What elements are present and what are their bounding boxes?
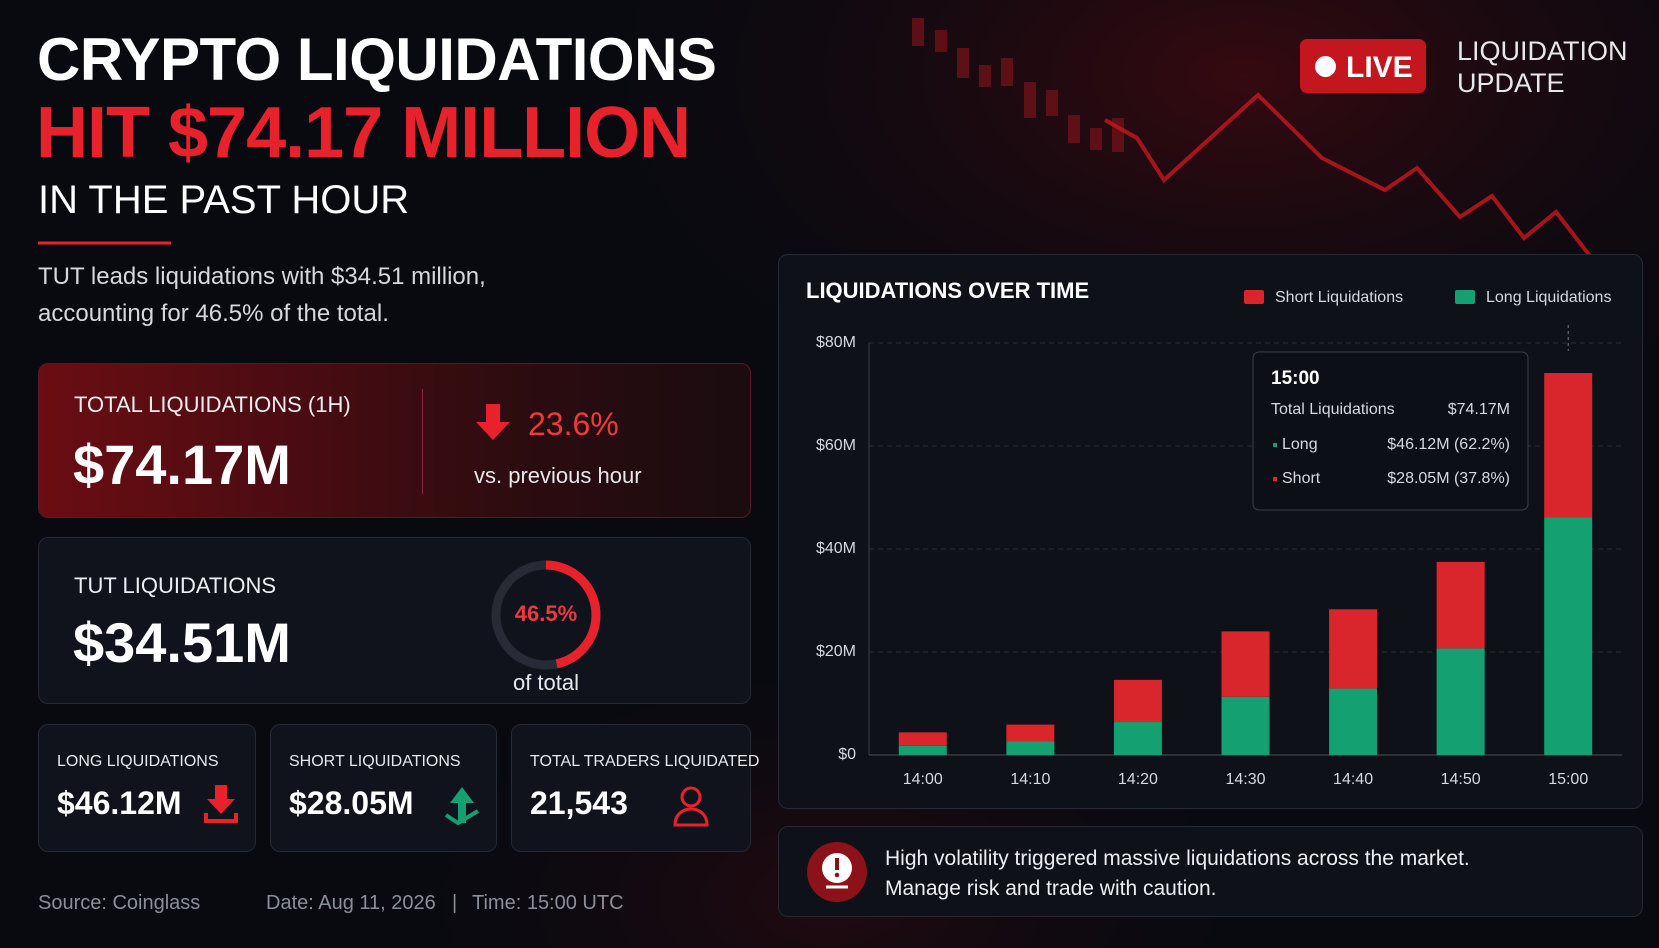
badge-caption: LIQUIDATION — [1457, 36, 1628, 66]
tooltip-label: Long — [1282, 436, 1318, 453]
bar-segment — [1436, 561, 1485, 649]
bar-segment — [1006, 724, 1055, 742]
share-label: 46.5% — [514, 601, 578, 626]
legend-label: Short Liquidations — [1275, 289, 1403, 306]
legend-label: Long Liquidations — [1486, 289, 1611, 306]
bar-segment — [1329, 609, 1378, 689]
user-icon — [673, 786, 709, 827]
bar-segment — [898, 745, 947, 755]
live-text: LIVE — [1346, 51, 1413, 84]
bar-segment — [1113, 722, 1162, 755]
summary-line: TUT leads liquidations with $34.51 milli… — [38, 263, 486, 290]
divider — [422, 389, 423, 494]
tooltip-label: Total Liquidations — [1271, 401, 1395, 418]
bar-segment — [1113, 679, 1162, 723]
short-card: SHORT LIQUIDATIONS $28.05M — [270, 724, 497, 852]
chart-title: LIQUIDATIONS OVER TIME — [806, 278, 1089, 303]
share-donut — [491, 560, 601, 670]
x-tick-label: 14:10 — [1010, 771, 1050, 788]
bar-segment — [1544, 373, 1593, 518]
footer-time: Time: 15:00 UTC — [472, 892, 624, 914]
card-label: TOTAL LIQUIDATIONS (1H) — [74, 392, 351, 417]
y-tick-label: $20M — [816, 643, 856, 660]
share-arc — [491, 560, 601, 670]
x-tick-label: 14:00 — [903, 771, 943, 788]
title-line: CRYPTO LIQUIDATIONS — [37, 26, 717, 93]
card-value: $28.05M — [289, 785, 414, 821]
x-tick-label: 14:40 — [1333, 771, 1373, 788]
long-icon — [204, 785, 238, 823]
long-card: LONG LIQUIDATIONS $46.12M — [38, 724, 256, 852]
card-label: TUT LIQUIDATIONS — [74, 573, 277, 598]
bar-segment — [1006, 741, 1055, 755]
tut-card: TUT LIQUIDATIONS $34.51M 46.5% of total — [38, 537, 751, 704]
card-value: $34.51M — [73, 611, 291, 674]
alert-panel: High volatility triggered massive liquid… — [778, 826, 1643, 917]
change-value: 23.6% — [528, 406, 619, 442]
alert-line: Manage risk and trade with caution. — [885, 877, 1217, 900]
bar-segment — [1329, 688, 1378, 755]
legend-swatch — [1455, 290, 1475, 304]
bar-segment — [898, 732, 947, 746]
tooltip-title: 15:00 — [1271, 368, 1320, 389]
alert-line: High volatility triggered massive liquid… — [885, 847, 1470, 870]
x-tick-label: 15:00 — [1548, 771, 1588, 788]
tooltip-box — [1252, 351, 1529, 511]
card-value: $74.17M — [73, 433, 291, 496]
summary-line: accounting for 46.5% of the total. — [38, 300, 389, 327]
y-tick-label: $80M — [816, 334, 856, 351]
badge-caption: UPDATE — [1457, 68, 1565, 98]
x-tick-label: 14:20 — [1118, 771, 1158, 788]
chart-panel: LIQUIDATIONS OVER TIME $0 $20M $40M $60M $80… — [778, 254, 1643, 809]
live-badge: LIVE — [1300, 39, 1426, 93]
legend-swatch — [1244, 290, 1264, 304]
y-tick-label: $40M — [816, 540, 856, 557]
tooltip-label: Short — [1282, 470, 1321, 487]
card-label: SHORT LIQUIDATIONS — [289, 753, 461, 770]
x-tick-label: 14:50 — [1441, 771, 1481, 788]
card-label: TOTAL TRADERS LIQUIDATED — [530, 753, 760, 770]
short-icon — [444, 787, 480, 825]
y-tick-label: $0 — [838, 746, 856, 763]
card-value: 21,543 — [530, 785, 628, 821]
total-card: TOTAL LIQUIDATIONS (1H) $74.17M 23.6% vs… — [38, 363, 751, 518]
footer-separator: | — [452, 892, 458, 914]
chart: LIQUIDATIONS OVER TIME $0 $20M $40M $60M $80… — [806, 278, 1622, 788]
x-tick-label: 14:30 — [1225, 771, 1265, 788]
title-line: IN THE PAST HOUR — [38, 178, 410, 222]
bar-segment — [1221, 631, 1270, 697]
change-caption: vs. previous hour — [474, 463, 642, 488]
card-label: LONG LIQUIDATIONS — [57, 753, 219, 770]
bar-segment — [1436, 648, 1485, 755]
tooltip-value: $28.05M (37.8%) — [1387, 470, 1510, 487]
tooltip-value: $46.12M (62.2%) — [1387, 436, 1510, 453]
tooltip-dot — [1273, 443, 1277, 447]
live-dot — [1315, 56, 1336, 77]
alert-icon — [807, 842, 867, 902]
y-tick-label: $60M — [816, 437, 856, 454]
card-value: $46.12M — [57, 785, 182, 821]
share-caption: of total — [512, 670, 580, 695]
footer-date: Date: Aug 11, 2026 — [266, 892, 436, 914]
tooltip-dot — [1273, 477, 1277, 481]
tooltip-value: $74.17M — [1448, 401, 1510, 418]
bar-segment — [1221, 696, 1270, 755]
bar-segment — [1544, 517, 1593, 755]
traders-card: TOTAL TRADERS LIQUIDATED 21,543 — [511, 724, 759, 852]
down-arrow-icon — [476, 404, 510, 440]
title-line: HIT $74.17 MILLION — [36, 93, 691, 173]
footer-source: Source: Coinglass — [38, 892, 201, 914]
